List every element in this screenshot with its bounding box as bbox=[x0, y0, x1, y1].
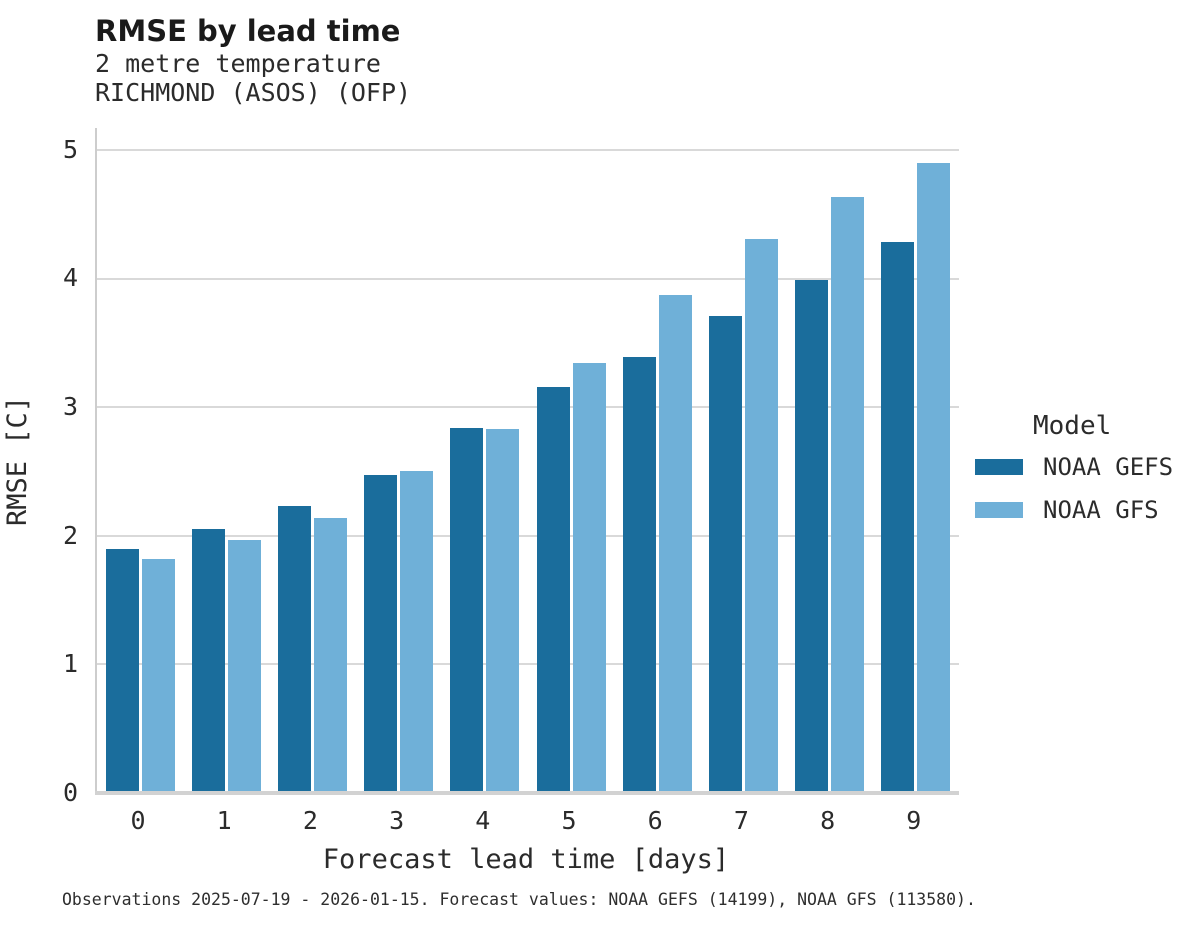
legend-swatch-icon bbox=[975, 502, 1023, 518]
y-axis-label: RMSE [C] bbox=[2, 395, 33, 527]
x-axis-line bbox=[95, 791, 959, 795]
y-tick-label-4: 4 bbox=[62, 263, 78, 293]
bar-noaa-gfs-day-8 bbox=[831, 197, 865, 793]
x-tick-label-2: 2 bbox=[302, 806, 318, 835]
y-tick-label-1: 1 bbox=[62, 649, 78, 679]
x-tick-label-3: 3 bbox=[389, 806, 405, 835]
y-tick-label-5: 5 bbox=[62, 134, 78, 164]
bar-noaa-gfs-day-1 bbox=[227, 539, 261, 793]
chart-title: RMSE by lead time bbox=[95, 14, 401, 48]
x-tick-label-7: 7 bbox=[733, 806, 749, 835]
chart-subtitle: 2 metre temperature RICHMOND (ASOS) (OFP… bbox=[95, 49, 411, 107]
legend: Model NOAA GEFS NOAA GFS bbox=[975, 411, 1190, 539]
legend-item-noaa-gfs: NOAA GFS bbox=[975, 496, 1190, 524]
subtitle-station: RICHMOND (ASOS) (OFP) bbox=[95, 78, 412, 107]
bar-noaa-gfs-day-6 bbox=[658, 295, 692, 793]
x-axis-label: Forecast lead time [days] bbox=[322, 844, 730, 875]
y-tick-label-0: 0 bbox=[62, 778, 78, 807]
subtitle-variable: 2 metre temperature bbox=[95, 49, 381, 78]
bar-noaa-gefs-day-0 bbox=[105, 548, 139, 793]
x-tick-label-6: 6 bbox=[647, 806, 663, 835]
legend-item-label: NOAA GFS bbox=[1043, 496, 1159, 524]
bar-noaa-gefs-day-3 bbox=[364, 475, 398, 793]
y-tick-label-2: 2 bbox=[62, 520, 78, 550]
gridline-y-1 bbox=[97, 663, 959, 666]
bar-noaa-gfs-day-3 bbox=[400, 471, 434, 793]
bar-noaa-gefs-day-7 bbox=[708, 315, 742, 793]
bar-noaa-gefs-day-6 bbox=[622, 356, 656, 793]
bar-noaa-gefs-day-2 bbox=[277, 506, 311, 793]
gridline-y-2 bbox=[97, 534, 959, 537]
legend-swatch-icon bbox=[975, 459, 1023, 475]
footnote-caption: Observations 2025-07-19 - 2026-01-15. Fo… bbox=[62, 890, 976, 909]
bar-noaa-gefs-day-8 bbox=[795, 279, 829, 793]
y-tick-label-3: 3 bbox=[62, 392, 78, 422]
bar-noaa-gfs-day-9 bbox=[917, 162, 951, 793]
x-tick-label-9: 9 bbox=[906, 806, 922, 835]
bar-noaa-gfs-day-5 bbox=[572, 363, 606, 793]
bar-noaa-gefs-day-9 bbox=[881, 242, 915, 793]
bar-noaa-gfs-day-2 bbox=[314, 517, 347, 793]
legend-item-noaa-gefs: NOAA GEFS bbox=[975, 453, 1190, 481]
bar-noaa-gefs-day-5 bbox=[536, 386, 570, 793]
x-tick-label-0: 0 bbox=[130, 806, 146, 835]
x-tick-label-5: 5 bbox=[561, 806, 577, 835]
x-tick-label-8: 8 bbox=[820, 806, 836, 835]
bar-noaa-gfs-day-0 bbox=[141, 558, 175, 793]
bar-noaa-gfs-day-7 bbox=[745, 238, 778, 793]
bar-noaa-gefs-day-4 bbox=[450, 427, 484, 793]
x-tick-label-4: 4 bbox=[475, 806, 491, 835]
bar-noaa-gfs-day-4 bbox=[486, 429, 520, 793]
bar-noaa-gefs-day-1 bbox=[191, 529, 225, 793]
gridline-y-5 bbox=[97, 148, 959, 151]
plot-area bbox=[95, 128, 959, 795]
gridline-y-3 bbox=[97, 406, 959, 409]
legend-items: NOAA GEFS NOAA GFS bbox=[975, 453, 1190, 524]
legend-title: Model bbox=[1033, 411, 1112, 441]
x-tick-label-1: 1 bbox=[216, 806, 232, 835]
gridline-y-4 bbox=[97, 277, 959, 280]
legend-item-label: NOAA GEFS bbox=[1043, 453, 1174, 481]
